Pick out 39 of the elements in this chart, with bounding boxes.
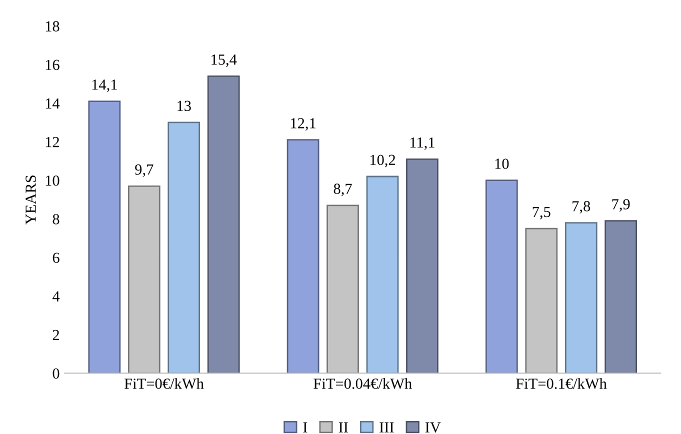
bar <box>564 222 598 374</box>
bar <box>207 75 240 374</box>
legend-label: III <box>380 422 394 432</box>
legend-label: I <box>303 422 308 432</box>
x-tick-label: FiT=0.1€/kWh <box>516 378 607 389</box>
y-tick-label: 14 <box>46 98 60 108</box>
bar <box>88 100 121 374</box>
bar <box>485 180 518 374</box>
data-label: 7,8 <box>572 201 590 214</box>
y-tick-label: 0 <box>52 368 60 379</box>
data-label: 13 <box>178 100 191 112</box>
y-tick-label: 6 <box>52 252 60 263</box>
data-label: 15,4 <box>212 54 237 67</box>
bar <box>604 220 638 374</box>
data-label: 14,1 <box>92 80 117 92</box>
legend-label: II <box>338 422 348 432</box>
bar <box>366 176 399 374</box>
data-label: 8,7 <box>334 184 352 196</box>
bar <box>286 139 320 374</box>
data-label: 11,1 <box>410 137 434 150</box>
y-tick-label: 8 <box>52 214 60 224</box>
y-tick-label: 12 <box>46 136 59 148</box>
y-tick-label: 16 <box>46 60 60 70</box>
y-axis-title: YEARS <box>26 176 36 225</box>
data-label: 10,2 <box>370 154 396 168</box>
legend-label: IV <box>425 422 441 433</box>
data-label: 7,9 <box>612 199 630 212</box>
data-label: 7,5 <box>532 206 550 220</box>
y-tick-label: 10 <box>46 175 60 186</box>
y-tick-label: 2 <box>52 330 59 340</box>
bar <box>168 122 200 374</box>
bar <box>406 158 438 374</box>
data-label: 9,7 <box>135 164 154 177</box>
x-tick-label: FiT=0.04€/kWh <box>314 378 412 389</box>
data-label: 12,1 <box>291 118 316 131</box>
y-tick-label: 18 <box>46 21 60 32</box>
x-tick-label: FiT=0€/kWh <box>124 378 204 389</box>
y-tick-label: 4 <box>52 291 60 302</box>
data-label: 10 <box>495 158 509 169</box>
